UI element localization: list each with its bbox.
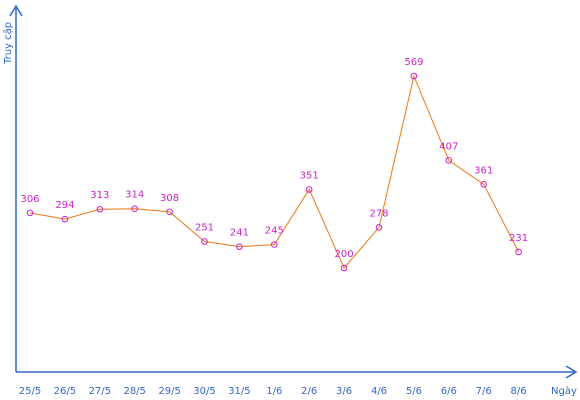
data-label: 245 [265,226,284,237]
data-point [201,238,208,245]
x-tick-label: 8/6 [511,386,527,397]
x-tick-label: 7/6 [476,386,492,397]
x-axis-label: Ngày [551,385,577,397]
data-point [340,264,348,272]
x-tick-label: 4/6 [371,386,387,397]
x-tick-label: 28/5 [123,386,145,397]
x-tick-label: 6/6 [441,386,457,397]
axes: Truy cập Ngày [2,4,578,397]
x-tick-label: 2/6 [301,386,317,397]
x-axis-arrow [565,365,578,379]
data-point [410,72,418,80]
x-tick-label: 1/6 [266,386,282,397]
data-label: 314 [125,190,144,201]
data-point [26,209,34,217]
data-point [61,215,69,223]
x-tick-label: 30/5 [193,386,215,397]
data-label: 407 [439,141,458,152]
x-tick-label: 5/6 [406,386,422,397]
data-label: 569 [404,57,423,68]
data-point [445,157,453,164]
y-axis-label: Truy cập [2,22,14,65]
x-tick-label: 27/5 [89,386,111,397]
x-tick-labels: 25/5 26/5 27/5 28/5 29/5 30/5 31/5 1/6 2/6 3/6 4/6… [19,386,527,397]
data-points [26,72,522,272]
data-point [236,243,243,250]
x-tick-label: 3/6 [336,386,352,397]
data-point [166,208,173,216]
data-point [131,205,138,213]
data-label: 231 [509,233,528,244]
data-label: 294 [55,200,74,211]
x-tick-label: 26/5 [54,386,76,397]
data-label: 361 [474,165,493,176]
data-label: 313 [90,190,109,201]
data-point [480,180,488,188]
x-tick-label: 29/5 [158,386,180,397]
x-tick-label: 25/5 [19,386,41,397]
data-point [271,241,278,248]
data-label: 351 [300,170,319,181]
data-label: 278 [369,208,388,219]
data-label: 241 [230,228,249,239]
series-line [29,74,520,269]
data-point [515,248,522,256]
data-point [305,186,313,193]
data-point [375,224,383,231]
data-point [96,205,104,213]
data-labels: 306 294 313 314 308 251 241 245 351 200 278 569 407 3… [20,57,528,260]
data-label: 306 [20,194,39,205]
data-label: 200 [335,249,354,260]
data-label: 251 [195,222,214,233]
y-axis-arrow [9,4,23,17]
data-label: 308 [160,193,179,204]
x-tick-label: 31/5 [228,386,250,397]
